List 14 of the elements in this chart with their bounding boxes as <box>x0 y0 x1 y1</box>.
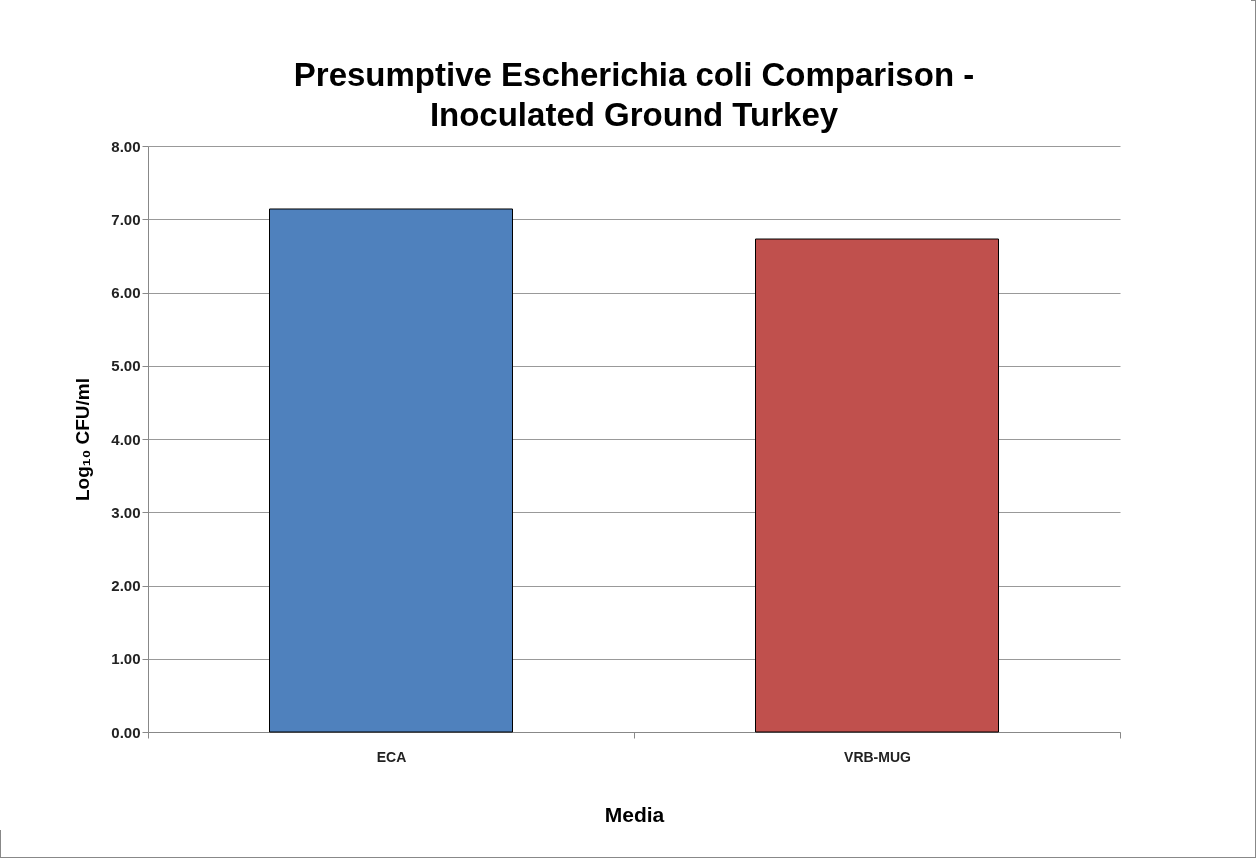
y-tick-label: 6.00 <box>111 284 141 301</box>
x-tick-label: VRB-MUG <box>844 748 912 765</box>
x-axis-title: Media <box>604 802 665 826</box>
y-tick-label: 0.00 <box>111 723 141 741</box>
y-tick-label: 5.00 <box>111 357 141 375</box>
y-tick-label: 1.00 <box>111 650 141 668</box>
x-tick-label: ECA <box>376 748 407 765</box>
y-tick-label: 8.00 <box>111 137 141 155</box>
y-axis-title: Log₁₀ CFU/ml <box>72 377 94 502</box>
y-tick-label: 7.00 <box>111 210 141 228</box>
y-tick-label: 2.00 <box>111 577 141 594</box>
y-tick-label: 3.00 <box>111 503 141 521</box>
y-tick-label: 4.00 <box>111 430 141 448</box>
chart-title: Presumptive Escherichia coli Comparison - Inoculated Ground Turkey <box>293 56 975 133</box>
